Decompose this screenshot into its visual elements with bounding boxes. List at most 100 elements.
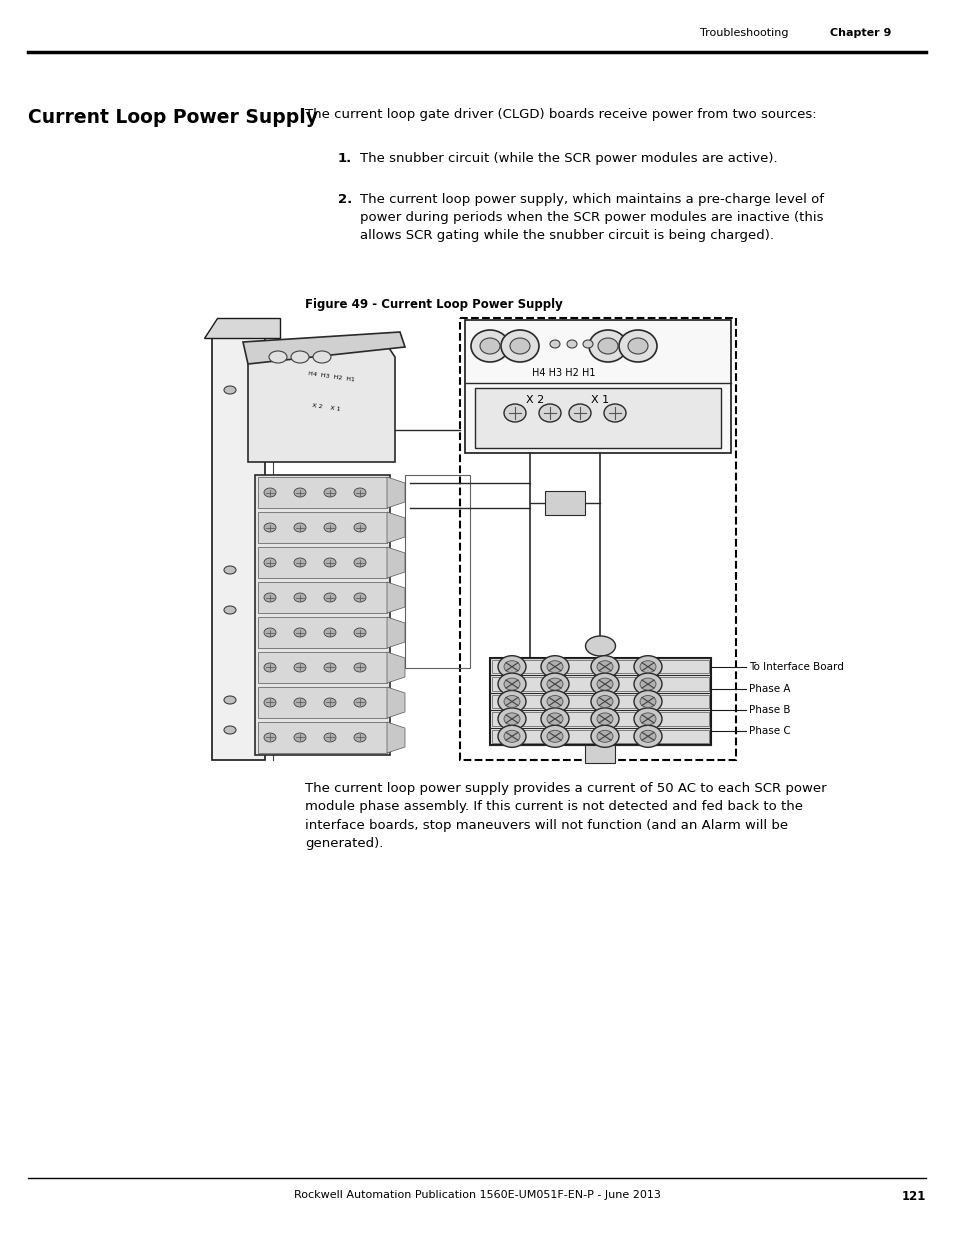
- Ellipse shape: [588, 330, 626, 362]
- Ellipse shape: [503, 713, 519, 725]
- Ellipse shape: [294, 593, 306, 601]
- Ellipse shape: [546, 678, 562, 690]
- Text: The snubber circuit (while the SCR power modules are active).: The snubber circuit (while the SCR power…: [359, 152, 777, 165]
- Ellipse shape: [294, 629, 306, 637]
- Ellipse shape: [269, 351, 287, 363]
- Ellipse shape: [294, 522, 306, 532]
- Ellipse shape: [354, 488, 366, 496]
- Ellipse shape: [224, 697, 235, 704]
- Bar: [492, 695, 708, 708]
- Ellipse shape: [294, 698, 306, 706]
- Bar: [257, 582, 387, 613]
- Ellipse shape: [582, 340, 593, 348]
- Ellipse shape: [291, 351, 309, 363]
- Polygon shape: [387, 618, 405, 648]
- Ellipse shape: [264, 558, 275, 567]
- Text: Current Loop Power Supply: Current Loop Power Supply: [28, 107, 317, 127]
- Ellipse shape: [497, 656, 525, 678]
- Ellipse shape: [590, 656, 618, 678]
- Ellipse shape: [313, 351, 331, 363]
- Ellipse shape: [639, 678, 656, 690]
- Ellipse shape: [354, 663, 366, 672]
- Bar: [464, 320, 730, 453]
- Bar: [492, 678, 708, 690]
- Polygon shape: [387, 722, 405, 753]
- Text: Figure 49 - Current Loop Power Supply: Figure 49 - Current Loop Power Supply: [305, 298, 562, 311]
- Ellipse shape: [618, 330, 657, 362]
- Ellipse shape: [324, 522, 335, 532]
- Ellipse shape: [590, 673, 618, 695]
- Bar: [405, 475, 470, 668]
- Ellipse shape: [566, 340, 577, 348]
- Ellipse shape: [540, 656, 568, 678]
- Ellipse shape: [497, 708, 525, 730]
- Ellipse shape: [540, 690, 568, 713]
- Ellipse shape: [224, 726, 235, 734]
- Ellipse shape: [264, 663, 275, 672]
- Bar: [257, 687, 387, 718]
- Text: Phase C: Phase C: [748, 726, 790, 736]
- Text: The current loop power supply provides a current of 50 AC to each SCR power
modu: The current loop power supply provides a…: [305, 782, 825, 851]
- Polygon shape: [387, 513, 405, 543]
- Ellipse shape: [590, 708, 618, 730]
- Ellipse shape: [324, 629, 335, 637]
- Ellipse shape: [354, 522, 366, 532]
- Ellipse shape: [639, 730, 656, 742]
- Polygon shape: [387, 582, 405, 613]
- Ellipse shape: [639, 713, 656, 725]
- Ellipse shape: [354, 629, 366, 637]
- Text: The current loop power supply, which maintains a pre-charge level of
power durin: The current loop power supply, which mai…: [359, 193, 823, 242]
- Ellipse shape: [324, 593, 335, 601]
- Text: The current loop gate driver (CLGD) boards receive power from two sources:: The current loop gate driver (CLGD) boar…: [305, 107, 816, 121]
- Ellipse shape: [597, 695, 613, 708]
- Text: Phase A: Phase A: [748, 684, 790, 694]
- Ellipse shape: [540, 673, 568, 695]
- Ellipse shape: [634, 673, 661, 695]
- Ellipse shape: [540, 725, 568, 747]
- Ellipse shape: [639, 661, 656, 673]
- Ellipse shape: [590, 725, 618, 747]
- Ellipse shape: [597, 713, 613, 725]
- Ellipse shape: [471, 330, 509, 362]
- Ellipse shape: [294, 734, 306, 742]
- Ellipse shape: [497, 725, 525, 747]
- Polygon shape: [243, 332, 405, 364]
- Bar: [492, 713, 708, 726]
- Ellipse shape: [324, 734, 335, 742]
- Polygon shape: [204, 317, 280, 338]
- Bar: [544, 492, 584, 515]
- Ellipse shape: [546, 713, 562, 725]
- Bar: [257, 618, 387, 648]
- Ellipse shape: [224, 566, 235, 574]
- Ellipse shape: [264, 488, 275, 496]
- Ellipse shape: [634, 708, 661, 730]
- Ellipse shape: [634, 690, 661, 713]
- Polygon shape: [387, 652, 405, 683]
- Ellipse shape: [634, 656, 661, 678]
- Bar: [257, 513, 387, 543]
- Text: 121: 121: [901, 1191, 925, 1203]
- Ellipse shape: [503, 661, 519, 673]
- Text: Phase B: Phase B: [748, 705, 790, 715]
- Ellipse shape: [538, 404, 560, 422]
- Text: Troubleshooting: Troubleshooting: [700, 28, 788, 38]
- Text: 1.: 1.: [337, 152, 352, 165]
- Ellipse shape: [224, 606, 235, 614]
- Ellipse shape: [354, 734, 366, 742]
- Ellipse shape: [294, 558, 306, 567]
- Text: Rockwell Automation Publication 1560E-UM051F-EN-P - June 2013: Rockwell Automation Publication 1560E-UM…: [294, 1191, 659, 1200]
- Ellipse shape: [264, 593, 275, 601]
- Bar: [257, 652, 387, 683]
- Text: H4  H3  H2  H1: H4 H3 H2 H1: [308, 372, 355, 383]
- Ellipse shape: [264, 629, 275, 637]
- Ellipse shape: [568, 404, 590, 422]
- Text: 2.: 2.: [337, 193, 352, 206]
- Bar: [257, 722, 387, 753]
- Text: X 1: X 1: [590, 395, 608, 405]
- Ellipse shape: [354, 558, 366, 567]
- Text: Chapter 9: Chapter 9: [829, 28, 890, 38]
- Bar: [257, 547, 387, 578]
- Bar: [492, 659, 708, 673]
- Text: H4 H3 H2 H1: H4 H3 H2 H1: [532, 368, 595, 378]
- Bar: [254, 475, 390, 755]
